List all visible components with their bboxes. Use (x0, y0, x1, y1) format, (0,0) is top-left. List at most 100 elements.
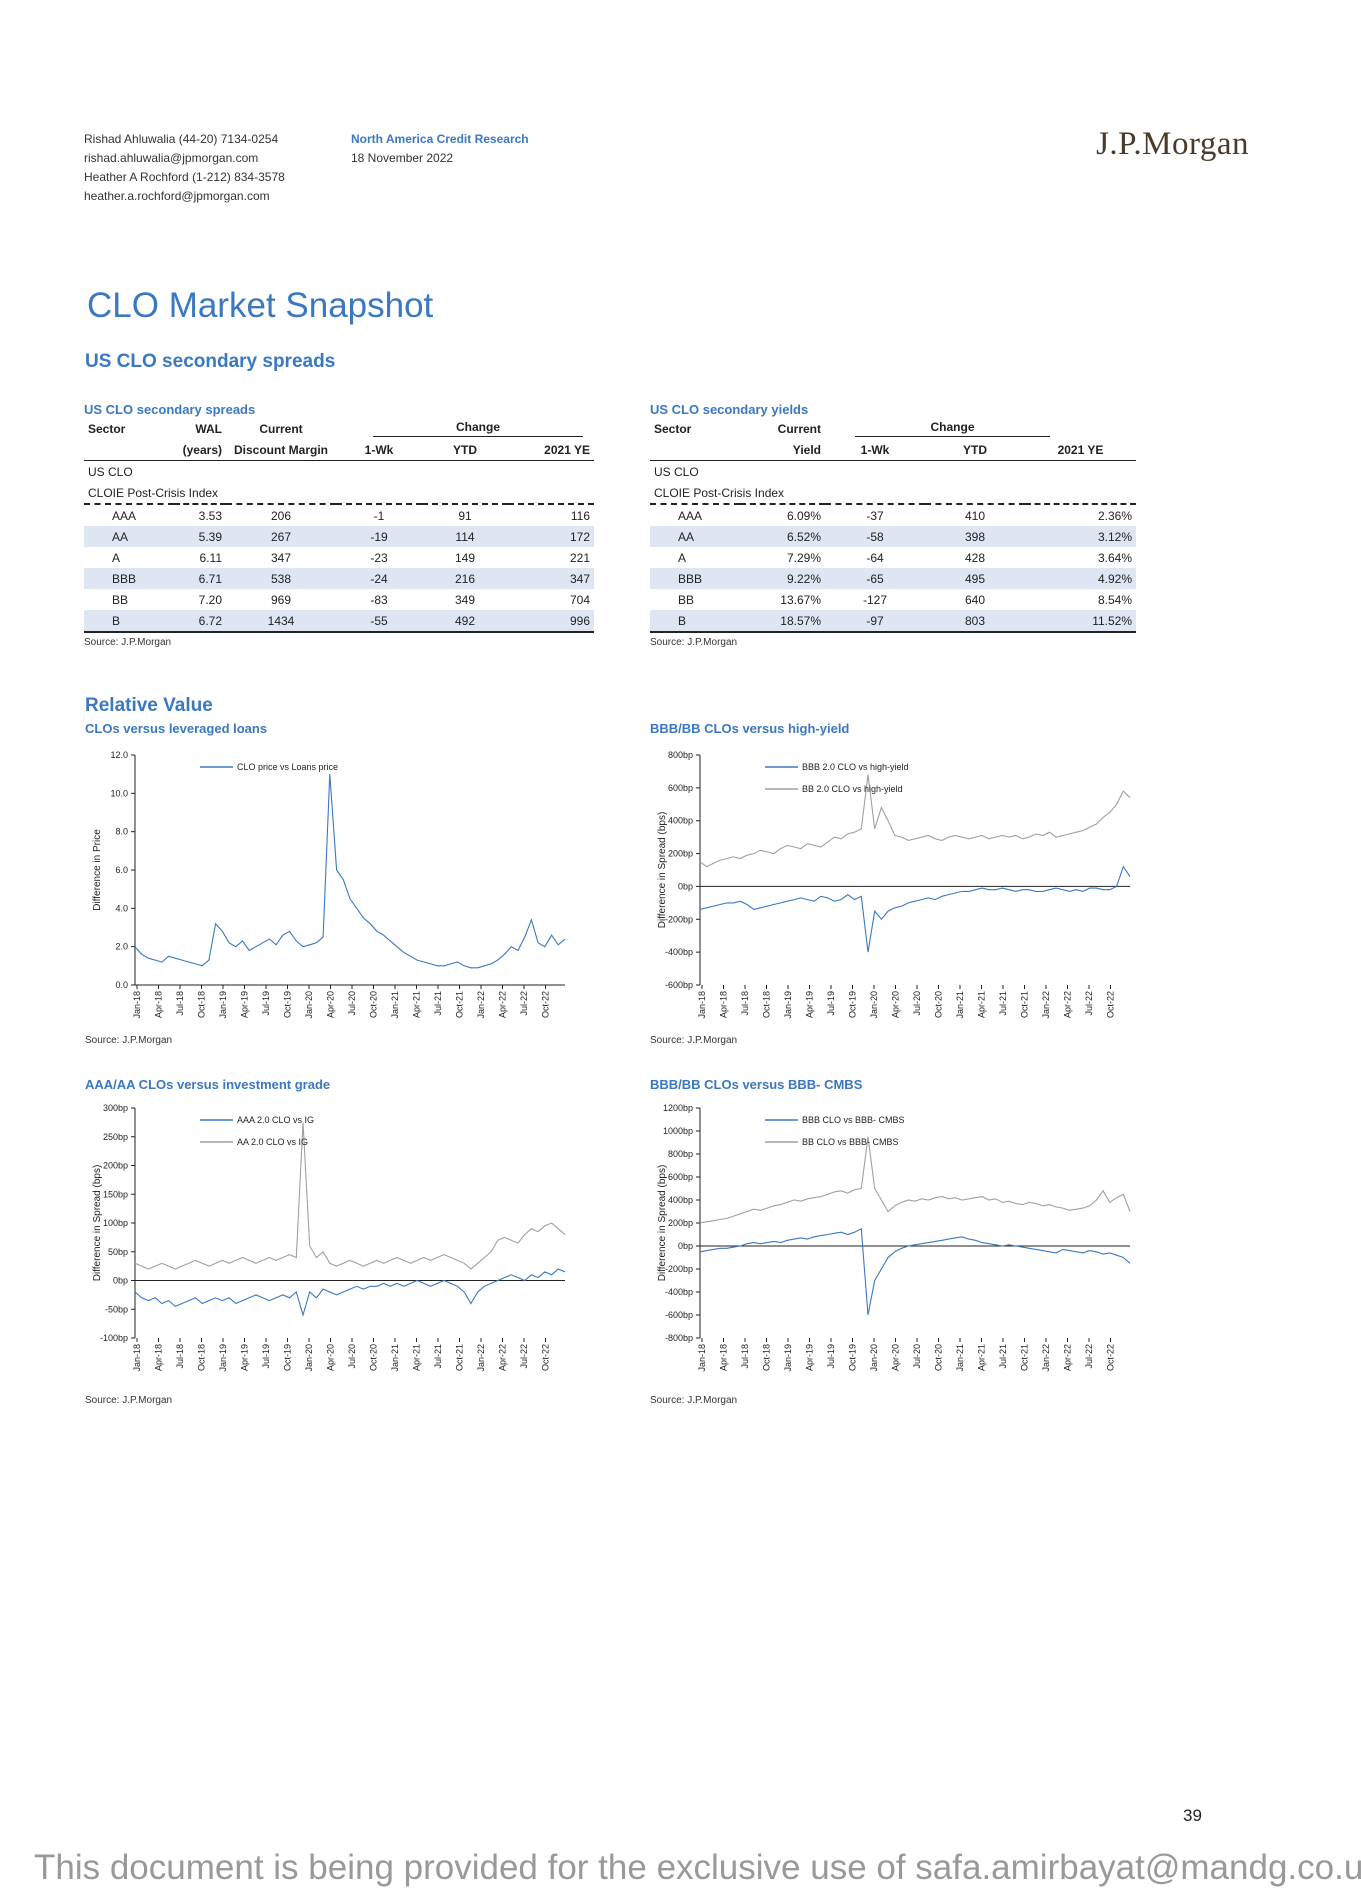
x-tick-label: Jul-18 (175, 991, 185, 1016)
x-tick-label: Apr-21 (412, 1344, 422, 1371)
table-cell: 116 (570, 508, 590, 523)
chart-aaa-aa-vs-ig: -100bp -50bp 0bp 50bp 100bp 150bp 200bp 250bp 30… (92, 1103, 566, 1372)
table-cell: -97 (825, 610, 925, 632)
table-cell: -127 (862, 592, 888, 607)
x-tick-label: Jul-21 (998, 1344, 1008, 1369)
x-tick-label: Jul-21 (433, 1344, 443, 1369)
x-tick-label: Apr-18 (719, 1344, 729, 1371)
x-tick-label: Jul-19 (826, 1344, 836, 1369)
x-tick-label: Apr-19 (805, 991, 815, 1018)
sub-empty (84, 439, 174, 461)
x-tick-label: Oct-20 (369, 1344, 379, 1371)
table-cell: -83 (370, 592, 388, 607)
col-change: Change (825, 418, 1136, 439)
table-row: B 18.57% -97 803 11.52% (650, 610, 1136, 632)
chart-bbb-bb-vs-hy: -600bp -400bp -200bp 0bp 200bp 400bp 600bp 800b… (657, 750, 1131, 1019)
x-tick-label: Jul-20 (347, 991, 357, 1016)
y-axis-label: Difference in Spread (bps) (92, 1165, 103, 1282)
y-tick-label: 8.0 (115, 827, 128, 837)
table-cell: 9.22% (740, 568, 825, 589)
table-cell: -19 (336, 526, 422, 547)
research-block: North America Credit Research 18 Novembe… (351, 130, 529, 168)
x-tick-label: Apr-18 (719, 991, 729, 1018)
table-cell: 538 (226, 568, 336, 589)
legend-label: BB CLO vs BBB- CMBS (802, 1137, 899, 1147)
x-tick-label: Jul-22 (519, 991, 529, 1016)
x-tick-label: Oct-18 (197, 1344, 207, 1371)
y-tick-label: 50bp (108, 1247, 128, 1257)
y-tick-label: 4.0 (115, 903, 128, 913)
research-name: North America Credit Research (351, 132, 529, 146)
table-cell: 803 (925, 610, 1025, 632)
x-tick-label: Jul-19 (261, 1344, 271, 1369)
x-tick-label: Oct-19 (283, 1344, 293, 1371)
table-row: A 6.11 347 -23 149 221 (84, 547, 594, 568)
x-tick-label: Apr-22 (1063, 1344, 1073, 1371)
footer-disclaimer: This document is being provided for the … (34, 1848, 1361, 1887)
table-cell: -58 (825, 526, 925, 547)
table-row: AAA 3.53 206 -1 91 116 (84, 504, 594, 526)
table-cell: 347 (508, 568, 594, 589)
y-tick-label: 400bp (668, 816, 693, 826)
table-cell: 3.53 (198, 508, 222, 523)
table-cell: A (678, 550, 687, 565)
y-tick-label: 12.0 (110, 750, 128, 760)
x-tick-label: Jul-22 (1084, 1344, 1094, 1369)
x-tick-label: Apr-19 (240, 991, 250, 1018)
analyst-2: Heather A Rochford (1-212) 834-3578 (84, 170, 285, 184)
analyst-2-email[interactable]: heather.a.rochford@jpmorgan.com (84, 189, 270, 203)
x-tick-label: Jul-20 (912, 991, 922, 1016)
y-tick-label: 800bp (668, 750, 693, 760)
x-tick-label: Oct-20 (934, 991, 944, 1018)
analyst-1-email[interactable]: rishad.ahluwalia@jpmorgan.com (84, 151, 259, 165)
x-tick-label: Oct-18 (762, 1344, 772, 1371)
table-cell: 18.57% (740, 610, 825, 632)
jpmorgan-logo: J.P.Morgan (1096, 126, 1249, 162)
section-title-spreads: US CLO secondary spreads (85, 351, 336, 372)
x-tick-label: Jan-20 (304, 1344, 314, 1372)
y-tick-label: 0bp (678, 881, 693, 891)
table-cell: BB (112, 592, 129, 607)
series-line-1 (699, 774, 1131, 868)
x-tick-label: Oct-18 (197, 991, 207, 1018)
chart2-title: BBB/BB CLOs versus high-yield (650, 721, 850, 736)
section-title-relative-value: Relative Value (85, 695, 213, 716)
x-tick-label: Jan-19 (218, 991, 228, 1019)
y-tick-label: 150bp (103, 1189, 128, 1199)
legend-label: BBB CLO vs BBB- CMBS (802, 1115, 905, 1125)
x-tick-label: Apr-21 (977, 1344, 987, 1371)
x-tick-label: Apr-18 (154, 991, 164, 1018)
x-tick-label: Jul-22 (519, 1344, 529, 1369)
series-line-0 (134, 774, 566, 969)
col-change: Change (336, 418, 594, 439)
series-line-0 (134, 1268, 566, 1317)
table-cell: -23 (370, 550, 388, 565)
table-cell: BBB (650, 568, 740, 589)
table-cell: 640 (964, 592, 986, 607)
x-tick-label: Oct-22 (541, 991, 551, 1018)
table-cell: 6.71 (174, 568, 226, 589)
y-tick-label: 200bp (668, 849, 693, 859)
table-cell: 7.20 (198, 592, 222, 607)
x-tick-label: Jan-20 (869, 1344, 879, 1372)
x-tick-label: Jan-21 (390, 991, 400, 1019)
x-tick-label: Oct-19 (848, 991, 858, 1018)
x-tick-label: Apr-20 (326, 991, 336, 1018)
table-cell: 347 (270, 550, 292, 565)
y-tick-label: -400bp (665, 947, 693, 957)
table-group-row: US CLO (84, 461, 594, 483)
table-cell: 4.92% (1025, 568, 1136, 589)
table-cell: BB (678, 592, 695, 607)
sub-2021ye: 2021 YE (544, 442, 590, 457)
x-tick-label: Oct-21 (1020, 1344, 1030, 1371)
chart2-source: Source: J.P.Morgan (650, 1035, 738, 1046)
chart-bbb-bb-vs-cmbs: -800bp -600bp -400bp -200bp 0bp 200bp 400bp 600… (657, 1103, 1131, 1372)
table-cell: 398 (925, 526, 1025, 547)
table-cell: -55 (336, 610, 422, 632)
group-label: US CLO (88, 464, 133, 479)
sub-discount-margin: Discount Margin (233, 442, 328, 457)
table-subheader-row: Yield 1-Wk YTD 2021 YE (650, 439, 1136, 461)
x-tick-label: Jul-21 (998, 991, 1008, 1016)
x-tick-label: Apr-21 (977, 991, 987, 1018)
y-tick-label: 600bp (668, 783, 693, 793)
